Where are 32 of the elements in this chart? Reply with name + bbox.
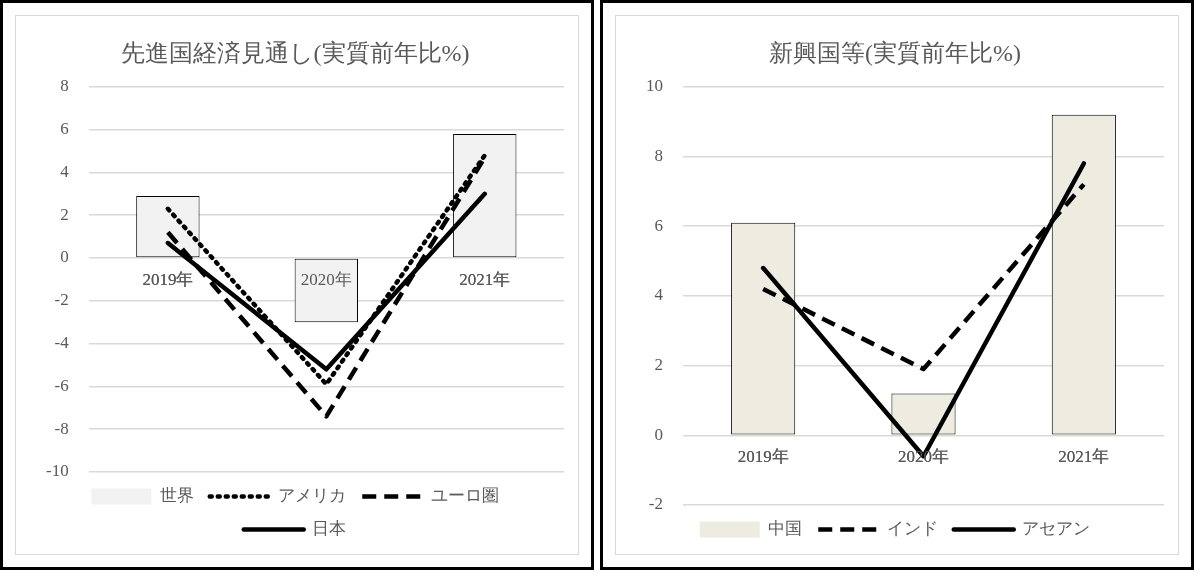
x-tick-label: 2021年: [1058, 446, 1110, 466]
y-tick-label: -8: [54, 418, 69, 438]
y-tick-label: 6: [60, 119, 69, 139]
legend-label: 日本: [312, 518, 347, 538]
y-tick-label: -10: [45, 461, 69, 481]
chart-title: 先進国経済見通し(実質前年比%): [120, 39, 470, 66]
legend-label: 中国: [768, 518, 803, 538]
y-tick-label: 4: [60, 161, 70, 181]
y-tick-label: -2: [648, 494, 663, 514]
x-tick-label: 2019年: [737, 446, 789, 466]
y-tick-label: 10: [646, 76, 663, 96]
y-tick-label: -4: [54, 333, 70, 353]
legend-label: ユーロ圏: [430, 485, 499, 505]
y-tick-label: -2: [54, 290, 69, 310]
y-tick-label: 8: [60, 76, 69, 96]
y-tick-label: 0: [60, 247, 69, 267]
y-tick-label: 2: [654, 355, 663, 375]
legend-label: インド: [886, 518, 938, 538]
y-tick-label: 2: [60, 204, 69, 224]
x-tick-label: 2020年: [898, 446, 949, 466]
y-tick-label: 8: [654, 145, 663, 165]
y-tick-label: 4: [654, 285, 664, 305]
y-tick-label: 6: [654, 215, 663, 235]
y-tick-label: 0: [654, 424, 663, 444]
legend-label: 世界: [159, 485, 194, 505]
x-tick-label: 2021年: [459, 269, 511, 289]
legend-label: アメリカ: [278, 485, 347, 505]
chart-title: 新興国等(実質前年比%): [769, 39, 1021, 66]
y-tick-label: -6: [54, 375, 69, 395]
x-tick-label: 2020年: [300, 269, 352, 289]
legend-label: アセアン: [1022, 518, 1091, 538]
x-tick-label: 2019年: [142, 269, 194, 289]
